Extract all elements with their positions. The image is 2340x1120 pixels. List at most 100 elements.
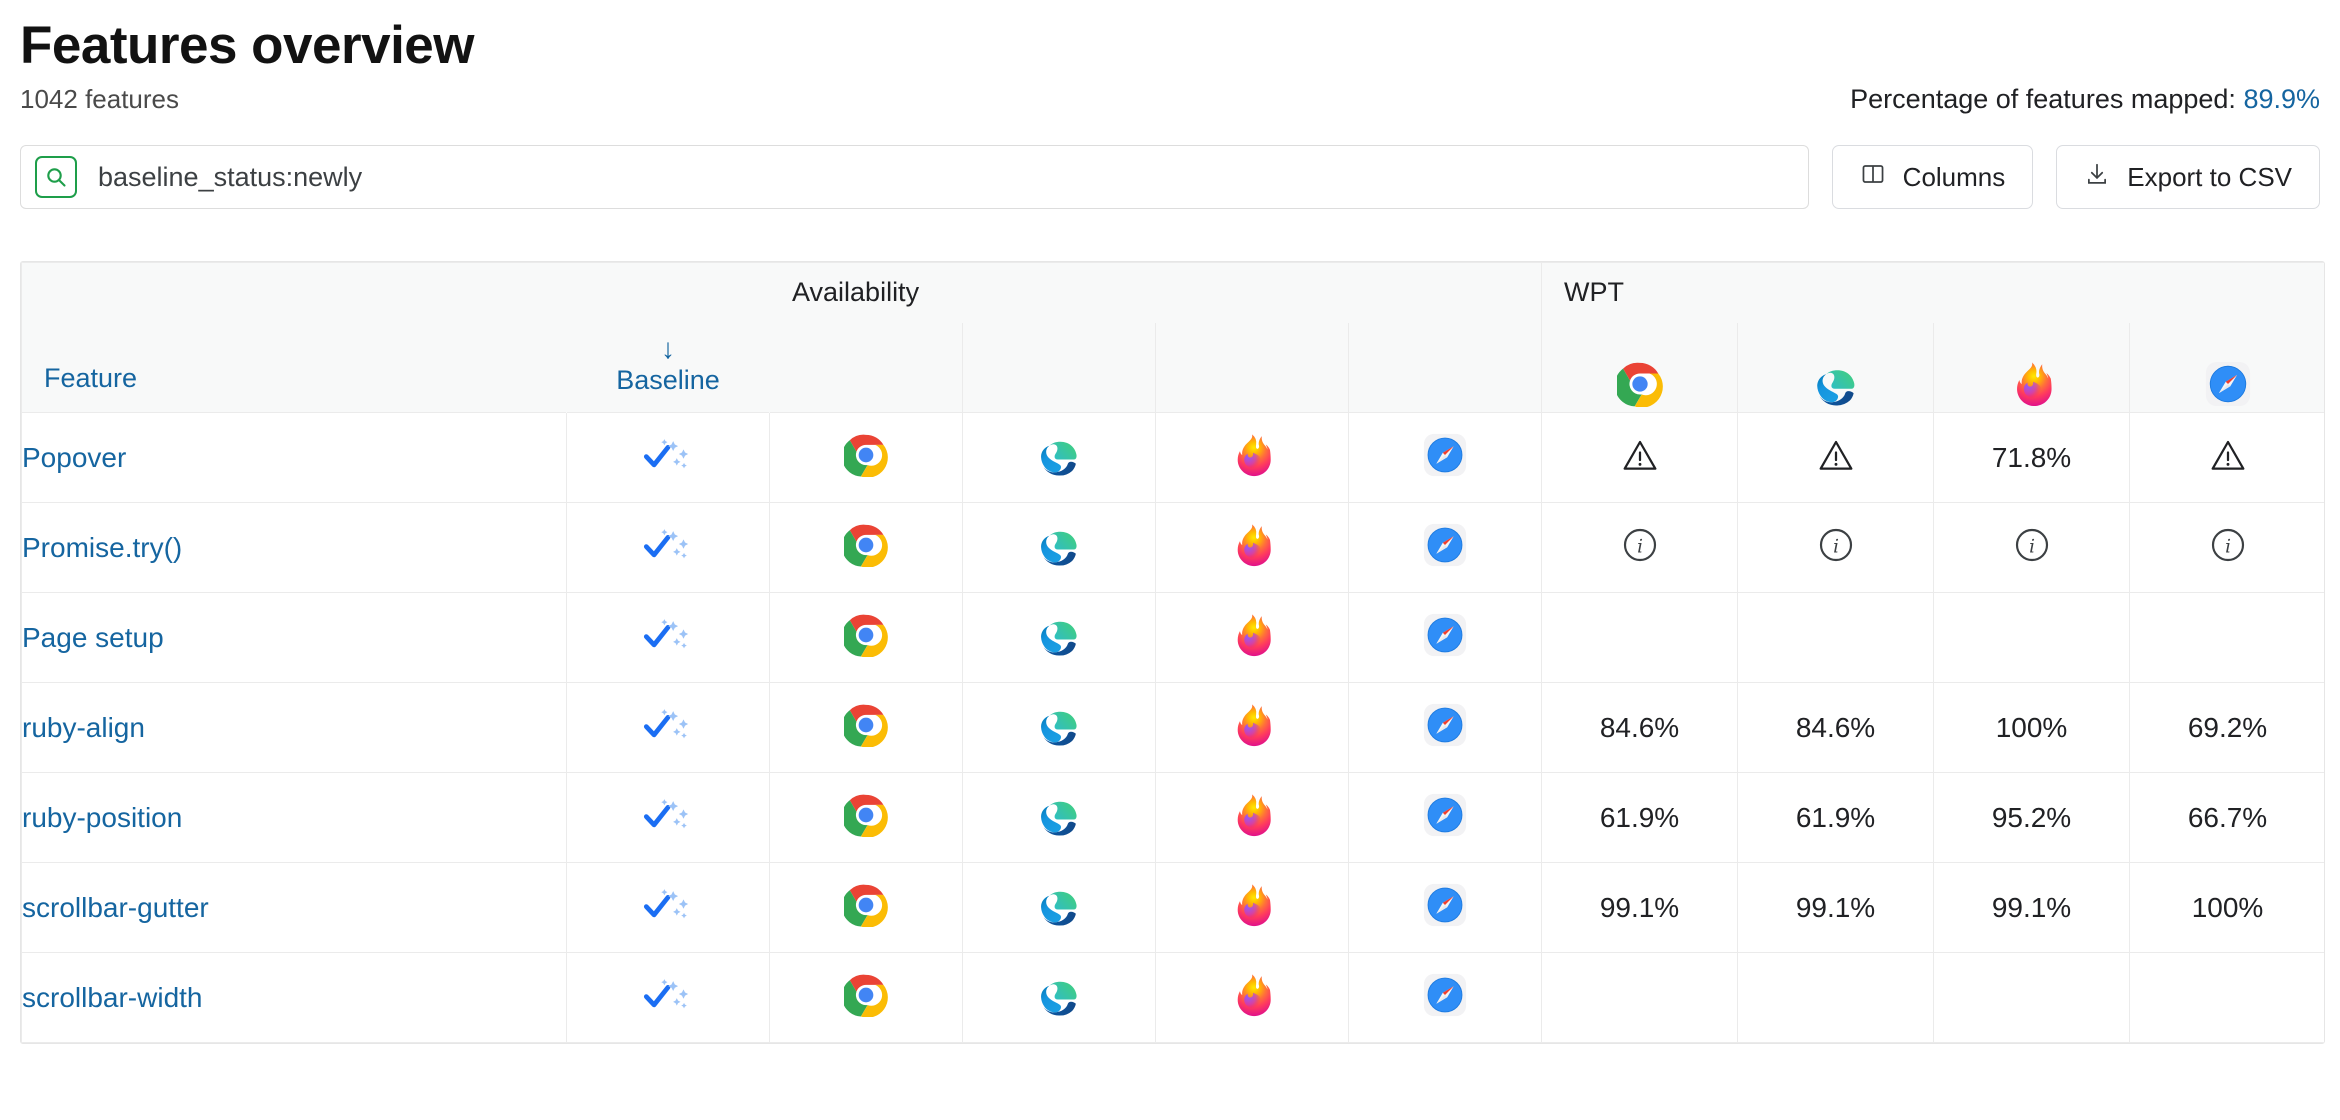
availability-cell-edge[interactable] bbox=[962, 502, 1156, 594]
availability-cell-firefox[interactable] bbox=[1155, 502, 1349, 594]
wpt-score: 69.2% bbox=[2187, 711, 2268, 743]
availability-cell-edge[interactable] bbox=[962, 682, 1156, 774]
feature-link[interactable]: Page setup bbox=[22, 621, 164, 653]
feature-name-cell[interactable]: ruby-align bbox=[21, 682, 567, 774]
sort-descending-icon[interactable]: ↓ bbox=[661, 333, 675, 365]
availability-cell-firefox[interactable] bbox=[1155, 772, 1349, 864]
availability-header-edge[interactable] bbox=[962, 322, 1156, 414]
availability-cell-firefox[interactable] bbox=[1155, 862, 1349, 954]
wpt-cell-chrome[interactable]: i bbox=[1541, 502, 1739, 594]
availability-cell-safari[interactable] bbox=[1347, 952, 1543, 1044]
wpt-cell-edge[interactable] bbox=[1737, 592, 1935, 684]
baseline-status-cell[interactable] bbox=[566, 502, 770, 594]
wpt-cell-firefox[interactable]: 99.1% bbox=[1933, 862, 2131, 954]
firefox-icon bbox=[1230, 523, 1274, 572]
column-header-baseline[interactable]: ↓ Baseline bbox=[566, 262, 770, 413]
availability-cell-chrome[interactable] bbox=[769, 952, 963, 1044]
feature-name-cell[interactable]: scrollbar-width bbox=[21, 952, 567, 1044]
availability-cell-safari[interactable] bbox=[1347, 862, 1543, 954]
availability-cell-chrome[interactable] bbox=[769, 772, 963, 864]
toolbar: baseline_status:newly Columns Export to … bbox=[20, 145, 2320, 210]
wpt-cell-firefox[interactable]: 71.8% bbox=[1933, 412, 2131, 504]
availability-header-firefox[interactable] bbox=[1155, 322, 1349, 414]
availability-cell-edge[interactable] bbox=[962, 592, 1156, 684]
search-icon[interactable] bbox=[35, 156, 77, 199]
wpt-header-firefox[interactable] bbox=[1933, 322, 2131, 414]
availability-cell-chrome[interactable] bbox=[769, 412, 963, 504]
availability-cell-edge[interactable] bbox=[962, 412, 1156, 504]
wpt-cell-safari[interactable] bbox=[2129, 952, 2324, 1044]
feature-name-cell[interactable]: ruby-position bbox=[21, 772, 567, 864]
feature-name-cell[interactable]: Promise.try() bbox=[21, 502, 567, 594]
baseline-status-cell[interactable] bbox=[566, 952, 770, 1044]
availability-cell-edge[interactable] bbox=[962, 862, 1156, 954]
availability-header-safari[interactable] bbox=[1347, 322, 1543, 414]
wpt-cell-firefox[interactable]: i bbox=[1933, 502, 2131, 594]
availability-cell-chrome[interactable] bbox=[769, 502, 963, 594]
search-input[interactable]: baseline_status:newly bbox=[20, 145, 1809, 210]
availability-cell-chrome[interactable] bbox=[769, 592, 963, 684]
baseline-status-cell[interactable] bbox=[566, 682, 770, 774]
availability-cell-safari[interactable] bbox=[1347, 682, 1543, 774]
columns-button[interactable]: Columns bbox=[1831, 145, 2034, 210]
availability-cell-safari[interactable] bbox=[1347, 412, 1543, 504]
wpt-cell-chrome[interactable]: 99.1% bbox=[1541, 862, 1739, 954]
wpt-cell-safari[interactable]: i bbox=[2129, 502, 2324, 594]
availability-cell-safari[interactable] bbox=[1347, 592, 1543, 684]
wpt-cell-chrome[interactable] bbox=[1541, 592, 1739, 684]
wpt-header-chrome[interactable] bbox=[1541, 322, 1739, 414]
availability-header-chrome[interactable] bbox=[769, 322, 963, 414]
baseline-status-cell[interactable] bbox=[566, 772, 770, 864]
wpt-cell-chrome[interactable]: 61.9% bbox=[1541, 772, 1739, 864]
wpt-header-edge[interactable] bbox=[1737, 322, 1935, 414]
wpt-cell-safari[interactable]: 69.2% bbox=[2129, 682, 2324, 774]
feature-link[interactable]: Promise.try() bbox=[22, 531, 183, 563]
firefox-icon bbox=[1230, 433, 1274, 482]
wpt-cell-safari[interactable] bbox=[2129, 592, 2324, 684]
availability-cell-safari[interactable] bbox=[1347, 502, 1543, 594]
wpt-cell-safari[interactable]: 100% bbox=[2129, 862, 2324, 954]
availability-cell-firefox[interactable] bbox=[1155, 592, 1349, 684]
column-header-feature-label[interactable]: Feature bbox=[44, 363, 138, 394]
wpt-cell-chrome[interactable]: 84.6% bbox=[1541, 682, 1739, 774]
feature-link[interactable]: ruby-align bbox=[22, 711, 145, 743]
feature-link[interactable]: ruby-position bbox=[22, 801, 183, 833]
feature-link[interactable]: Popover bbox=[22, 441, 127, 473]
wpt-cell-chrome[interactable] bbox=[1541, 412, 1739, 504]
wpt-cell-edge[interactable]: i bbox=[1737, 502, 1935, 594]
baseline-status-cell[interactable] bbox=[566, 412, 770, 504]
wpt-cell-edge[interactable] bbox=[1737, 412, 1935, 504]
baseline-status-cell[interactable] bbox=[566, 592, 770, 684]
feature-link[interactable]: scrollbar-gutter bbox=[22, 891, 209, 923]
feature-name-cell[interactable]: scrollbar-gutter bbox=[21, 862, 567, 954]
wpt-cell-firefox[interactable]: 100% bbox=[1933, 682, 2131, 774]
wpt-cell-edge[interactable]: 99.1% bbox=[1737, 862, 1935, 954]
availability-cell-chrome[interactable] bbox=[769, 682, 963, 774]
wpt-cell-firefox[interactable] bbox=[1933, 592, 2131, 684]
availability-cell-edge[interactable] bbox=[962, 952, 1156, 1044]
page-title: Features overview bbox=[20, 16, 475, 75]
wpt-cell-safari[interactable]: 66.7% bbox=[2129, 772, 2324, 864]
availability-cell-safari[interactable] bbox=[1347, 772, 1543, 864]
feature-name-cell[interactable]: Page setup bbox=[21, 592, 567, 684]
column-header-feature[interactable]: Feature bbox=[21, 262, 567, 413]
column-header-baseline-label[interactable]: Baseline bbox=[616, 365, 720, 396]
baseline-newly-icon bbox=[638, 437, 698, 479]
wpt-header-safari[interactable] bbox=[2129, 322, 2324, 414]
wpt-cell-safari[interactable] bbox=[2129, 412, 2324, 504]
wpt-cell-chrome[interactable] bbox=[1541, 952, 1739, 1044]
wpt-cell-edge[interactable] bbox=[1737, 952, 1935, 1044]
feature-link[interactable]: scrollbar-width bbox=[22, 981, 203, 1013]
feature-name-cell[interactable]: Popover bbox=[21, 412, 567, 504]
availability-cell-firefox[interactable] bbox=[1155, 952, 1349, 1044]
export-csv-button[interactable]: Export to CSV bbox=[2056, 145, 2320, 210]
availability-cell-firefox[interactable] bbox=[1155, 412, 1349, 504]
baseline-status-cell[interactable] bbox=[566, 862, 770, 954]
availability-cell-chrome[interactable] bbox=[769, 862, 963, 954]
wpt-cell-edge[interactable]: 61.9% bbox=[1737, 772, 1935, 864]
availability-cell-edge[interactable] bbox=[962, 772, 1156, 864]
wpt-cell-firefox[interactable]: 95.2% bbox=[1933, 772, 2131, 864]
wpt-cell-edge[interactable]: 84.6% bbox=[1737, 682, 1935, 774]
wpt-cell-firefox[interactable] bbox=[1933, 952, 2131, 1044]
availability-cell-firefox[interactable] bbox=[1155, 682, 1349, 774]
